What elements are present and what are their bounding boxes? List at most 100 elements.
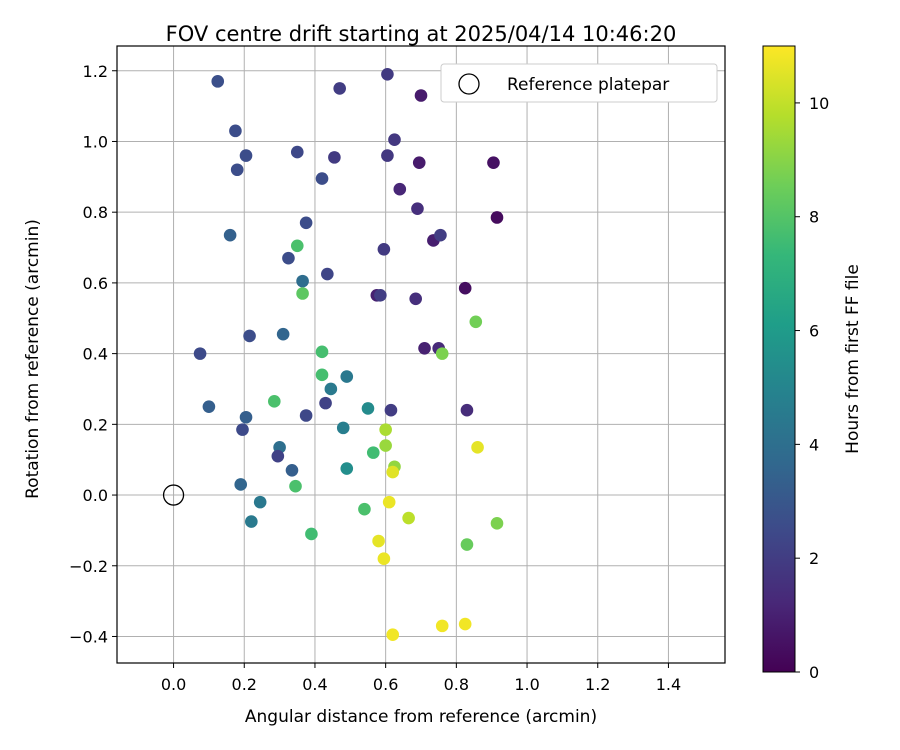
- data-point: [315, 172, 329, 185]
- data-point: [358, 502, 371, 516]
- data-point: [328, 151, 341, 164]
- y-tick-label: 0.2: [83, 415, 108, 434]
- legend-label: Reference platepar: [507, 75, 669, 95]
- data-point: [290, 145, 304, 159]
- x-tick-label: 1.4: [656, 675, 681, 694]
- data-point: [414, 89, 428, 102]
- data-point: [381, 67, 394, 81]
- data-point: [271, 449, 285, 463]
- data-point: [458, 281, 472, 295]
- x-tick-label: 0.6: [373, 675, 398, 694]
- colorbar-tick-label: 2: [809, 549, 819, 568]
- x-tick-label: 0.2: [232, 675, 257, 694]
- data-point: [409, 292, 422, 306]
- legend: Reference platepar: [440, 63, 718, 103]
- y-tick-label: 0.0: [83, 486, 108, 505]
- data-point: [469, 315, 483, 329]
- y-tick-label: 1.2: [83, 62, 108, 81]
- colorbar: [762, 45, 796, 673]
- colorbar-tick-label: 0: [809, 663, 819, 682]
- data-point: [315, 345, 329, 359]
- data-point: [296, 287, 309, 300]
- y-axis-ticks: −0.4 −0.2 0.0 0.2 0.4 0.6 0.8 1.0 1.2: [69, 62, 117, 646]
- y-tick-label: 1.0: [83, 132, 108, 151]
- data-point: [289, 479, 302, 493]
- data-point: [340, 462, 354, 475]
- data-point: [435, 347, 449, 360]
- data-point: [366, 446, 380, 459]
- chart-title: FOV centre drift starting at 2025/04/14 …: [166, 22, 677, 46]
- y-tick-label: −0.4: [69, 627, 108, 646]
- colorbar-tick-label: 10: [809, 94, 829, 113]
- data-point: [382, 495, 396, 509]
- data-point: [285, 463, 299, 477]
- legend-reference-marker: [458, 73, 480, 95]
- data-point: [336, 421, 350, 435]
- data-point: [223, 228, 237, 242]
- data-point: [372, 534, 385, 548]
- data-point: [460, 403, 474, 417]
- data-point: [377, 552, 391, 565]
- data-point: [412, 156, 426, 169]
- y-tick-label: 0.6: [83, 274, 108, 293]
- data-point: [305, 527, 318, 541]
- legend-box: [440, 63, 718, 103]
- data-point: [315, 368, 329, 382]
- data-point: [299, 409, 313, 422]
- data-point: [211, 75, 225, 88]
- data-point: [458, 617, 472, 631]
- data-point: [296, 274, 309, 288]
- colorbar-ticks: 0 2 4 6 8 10: [795, 94, 829, 682]
- data-point: [268, 395, 281, 408]
- data-point: [319, 396, 332, 410]
- data-point: [388, 133, 401, 146]
- data-point: [490, 517, 504, 530]
- data-points: [193, 67, 504, 642]
- data-point: [245, 515, 258, 528]
- data-point: [239, 410, 253, 424]
- data-point: [202, 400, 216, 413]
- data-point: [236, 423, 249, 436]
- data-point: [384, 403, 398, 417]
- data-point: [379, 439, 392, 452]
- data-point: [276, 327, 290, 341]
- data-point: [393, 182, 407, 196]
- data-point: [230, 163, 244, 177]
- data-point: [361, 402, 375, 415]
- colorbar-tick-label: 4: [809, 435, 819, 454]
- y-tick-label: 0.4: [83, 345, 108, 364]
- reference-marker-layer: [162, 484, 185, 506]
- data-point: [490, 211, 504, 224]
- y-tick-label: 0.8: [83, 203, 108, 222]
- data-point: [381, 149, 394, 162]
- data-point: [234, 478, 248, 491]
- data-point: [377, 243, 391, 256]
- data-point: [435, 619, 449, 633]
- data-point: [321, 267, 334, 281]
- data-point: [379, 423, 392, 436]
- data-point: [460, 538, 474, 551]
- data-point: [239, 149, 253, 162]
- data-point: [374, 288, 387, 302]
- data-point: [253, 495, 267, 509]
- x-tick-label: 1.2: [585, 675, 610, 694]
- y-axis-label: Rotation from reference (arcmin): [23, 219, 43, 499]
- y-tick-label: −0.2: [69, 557, 108, 576]
- data-point: [487, 156, 500, 169]
- x-tick-label: 0.4: [302, 675, 327, 694]
- data-point: [386, 465, 400, 479]
- x-axis-label: Angular distance from reference (arcmin): [245, 707, 597, 727]
- data-point: [471, 441, 484, 454]
- data-point: [282, 251, 295, 265]
- colorbar-tick-label: 8: [809, 208, 819, 227]
- plot-frame: [116, 45, 726, 664]
- data-point: [333, 82, 346, 95]
- x-axis-ticks: 0.0 0.2 0.4 0.6 0.8 1.0 1.2 1.4: [161, 663, 681, 694]
- data-point: [411, 202, 424, 215]
- reference-platepar-marker: [162, 484, 185, 506]
- data-point: [418, 342, 431, 355]
- data-point: [243, 329, 256, 343]
- data-point: [324, 382, 338, 396]
